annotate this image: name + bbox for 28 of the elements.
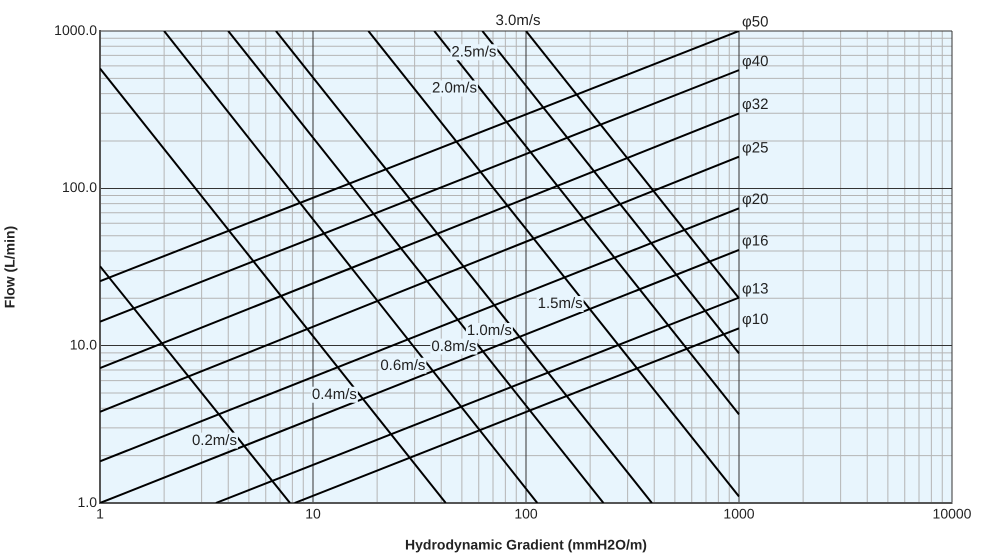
x-tick-label: 10000 <box>932 505 972 522</box>
annotation: 0.4m/s <box>312 386 357 403</box>
series-label: φ20 <box>742 190 768 208</box>
x-tick-label: 1000 <box>723 505 755 522</box>
annotation: 1.0m/s <box>466 322 512 340</box>
y-tick-label: 1000.0 <box>54 22 98 38</box>
annotation: 3.0m/s <box>495 12 541 30</box>
series-label: φ16 <box>742 232 768 250</box>
y-tick-label: 100.0 <box>62 179 98 196</box>
series-label: φ25 <box>742 139 768 156</box>
annotation: 2.5m/s <box>451 43 496 60</box>
x-axis-title: Hydrodynamic Gradient (mmH2O/m) <box>405 536 647 552</box>
series-label: φ13 <box>742 280 768 298</box>
annotation: 1.5m/s <box>538 295 583 312</box>
x-tick-label: 100 <box>514 505 538 522</box>
annotation: 0.2m/s <box>192 432 237 449</box>
annotation: 0.8m/s <box>431 338 476 355</box>
annotation: 2.0m/s <box>432 80 477 97</box>
series-label: φ40 <box>742 52 768 70</box>
y-tick-label: 1.0 <box>78 494 98 510</box>
y-tick-label: 10.0 <box>70 336 98 353</box>
annotation: 0.6m/s <box>380 356 426 374</box>
x-tick-label: 10 <box>305 505 321 522</box>
series-label: φ10 <box>742 310 768 328</box>
series-label: φ50 <box>742 14 768 31</box>
x-tick-label: 1 <box>96 505 104 522</box>
series-label: φ32 <box>742 96 768 114</box>
y-axis-title: Flow (L/min) <box>1 226 18 308</box>
